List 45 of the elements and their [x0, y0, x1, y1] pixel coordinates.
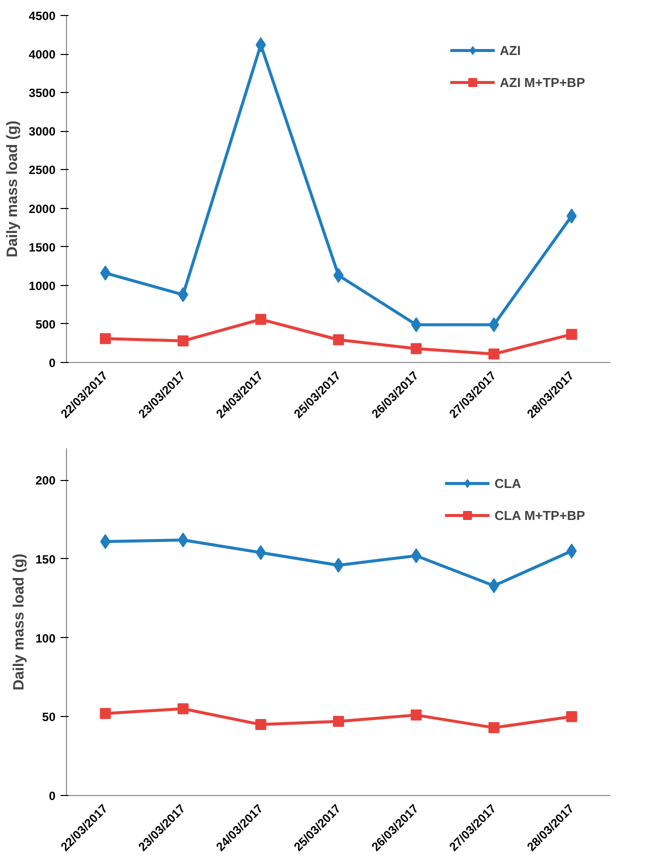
legend-label: CLA: [494, 476, 522, 490]
y-tick-label: 150: [35, 552, 56, 566]
point: [488, 348, 500, 360]
y-tick-label: 4500: [28, 9, 56, 23]
point: [100, 534, 111, 550]
point: [178, 287, 188, 302]
y-tick-label: 0: [48, 356, 56, 370]
y-axis-title: Daily mass load (g): [10, 554, 28, 690]
y-tick-label: 2500: [28, 163, 56, 178]
point: [333, 268, 344, 283]
point: [100, 266, 111, 281]
y-tick-label: 500: [35, 317, 56, 332]
y-tick-label: 0: [48, 789, 56, 803]
y-tick-label: 4000: [28, 48, 56, 62]
y-tick-label: 50: [42, 710, 56, 724]
point: [178, 335, 189, 346]
point: [333, 716, 344, 727]
point: [488, 317, 500, 332]
point: [566, 208, 577, 224]
point: [100, 708, 111, 719]
y-tick-label: 1500: [28, 240, 56, 254]
y-tick-label: 200: [35, 474, 56, 488]
y-tick-label: 3500: [28, 86, 56, 100]
point: [255, 719, 266, 730]
y-tick-label: 100: [35, 631, 56, 646]
point: [178, 532, 188, 548]
point: [410, 343, 422, 354]
legend-label: CLA M+TP+BP: [494, 508, 585, 522]
point: [100, 333, 111, 344]
point: [333, 334, 344, 346]
legend-label: AZI M+TP+BP: [500, 74, 585, 90]
point: [178, 703, 189, 714]
point: [333, 558, 344, 573]
legend-label: AZI: [500, 42, 521, 58]
y-tick-label: 1000: [28, 278, 56, 293]
point: [566, 544, 577, 559]
point: [488, 578, 500, 594]
point: [255, 314, 266, 325]
point: [566, 328, 578, 340]
point: [488, 722, 500, 734]
y-axis-title: Daily mass load (g): [4, 120, 21, 258]
y-tick-label: 3000: [28, 124, 56, 139]
point: [566, 711, 578, 722]
point: [410, 710, 422, 721]
y-tick-label: 2000: [28, 202, 56, 216]
